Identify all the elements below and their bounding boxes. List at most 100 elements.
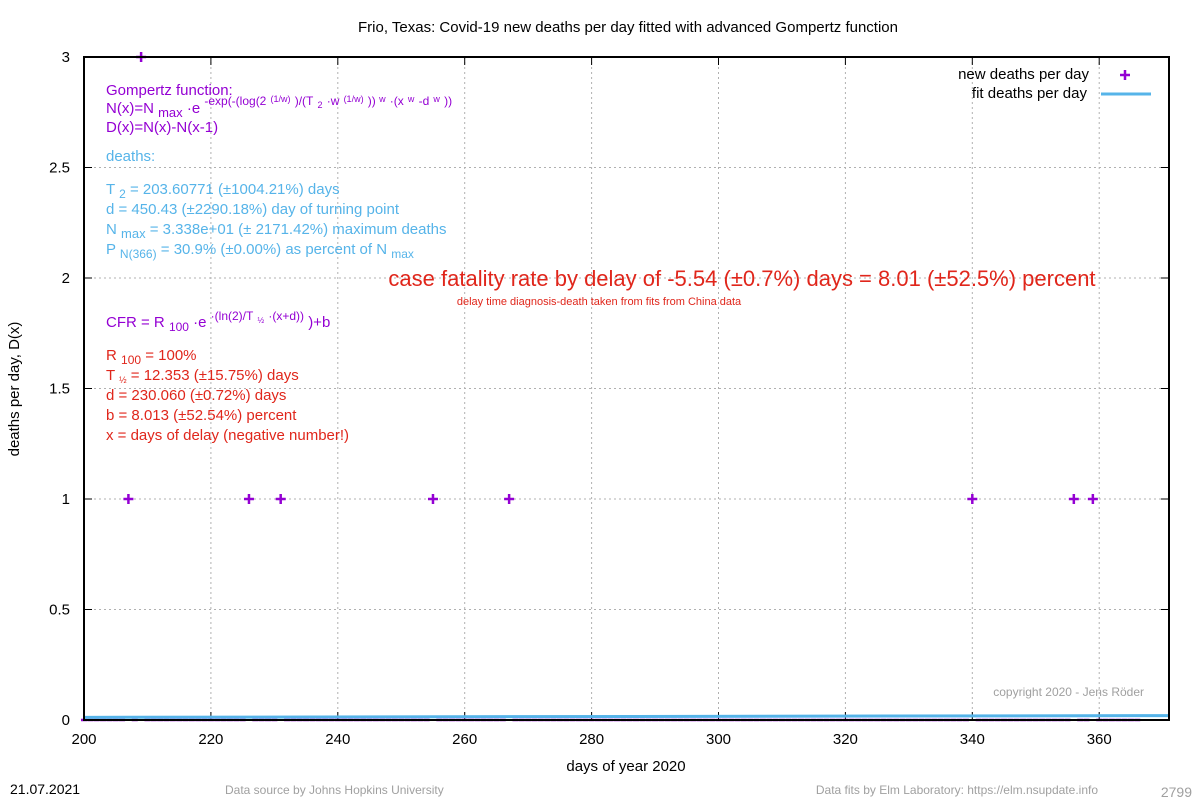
gompertz-n-exp-j: w <box>407 94 415 104</box>
thalf-line: T ½ = 12.353 (±15.75%) days <box>106 367 299 387</box>
gompertz-n-dot: ·e <box>187 100 200 117</box>
y-tick-label: 1 <box>62 491 70 508</box>
cfr-parameters: R 100 = 100% T ½ = 12.353 (±15.75%) days… <box>106 347 349 444</box>
b-line: b = 8.013 (±52.54%) percent <box>106 407 297 424</box>
y-axis-ticks: 0 0.5 1 1.5 2 2.5 3 <box>49 49 1169 729</box>
d2-line: d = 230.060 (±0.72%) days <box>106 387 286 404</box>
cfr-formula-a: CFR = R <box>106 314 165 331</box>
gompertz-annotation: Gompertz function: N(x)=N max ·e -exp(-(… <box>106 82 452 136</box>
cfr-formula-e: ½ <box>258 316 265 325</box>
footer-source: Data source by Johns Hopkins University <box>225 783 444 797</box>
x-tick-label: 320 <box>833 731 858 748</box>
gompertz-n-exp-k: -d <box>419 94 430 108</box>
cfr-formula: CFR = R 100 ·e ·(ln(2)/T ½ ·(x+d)) )+b <box>106 307 330 335</box>
data-point <box>243 494 254 504</box>
y-tick-label: 1.5 <box>49 381 70 398</box>
t2-main: T <box>106 181 115 198</box>
gompertz-n-exp-a: -exp(-(log(2 <box>204 94 266 108</box>
y-tick-label: 0.5 <box>49 602 70 619</box>
x-tick-label: 200 <box>71 731 96 748</box>
nmax-main: N <box>106 221 117 238</box>
r100-sub: 100 <box>121 353 141 367</box>
deaths-heading: deaths: <box>106 148 155 165</box>
p-rest: = 30.9% (±0.00%) as percent of N <box>161 241 387 258</box>
nmax-rest: = 3.338e+01 (± 2171.42%) maximum deaths <box>150 221 447 238</box>
chart-title: Frio, Texas: Covid-19 new deaths per day… <box>358 19 898 36</box>
gompertz-n-exp-i: ·(x <box>390 94 404 108</box>
gompertz-n-exp-d: 2 <box>318 100 323 110</box>
data-point <box>123 494 134 504</box>
x-axis-ticks: 200 220 240 260 280 300 320 340 360 <box>71 57 1112 748</box>
gompertz-d-formula: D(x)=N(x)-N(x-1) <box>106 119 218 136</box>
gompertz-n-exp-e: ·w <box>327 94 340 108</box>
cfr-formula-d: ·(ln(2)/T <box>211 309 254 323</box>
y-tick-label: 2 <box>62 270 70 287</box>
footer-date: 21.07.2021 <box>10 781 80 797</box>
deaths-annotation: deaths: T 2 = 203.60771 (±1004.21%) days… <box>106 148 447 262</box>
plot-frame <box>83 56 1170 721</box>
fit-line-group <box>83 714 1170 719</box>
gompertz-n-exp-l: w <box>432 94 440 104</box>
percent-line: P N(366) = 30.9% (±0.00%) as percent of … <box>106 241 414 262</box>
gompertz-n-exp-c: )/(T <box>295 94 314 108</box>
gompertz-n-exp-m: )) <box>444 94 452 108</box>
r100-line: R 100 = 100% <box>106 347 197 368</box>
legend-label-new-deaths: new deaths per day <box>958 66 1089 83</box>
p-sub: N(366) <box>120 247 157 261</box>
t2-line: T 2 = 203.60771 (±1004.21%) days <box>106 181 340 202</box>
x-tick-label: 260 <box>452 731 477 748</box>
data-point <box>1068 494 1079 504</box>
cfr-formula-f: ·(x+d)) <box>268 309 304 323</box>
thalf-main: T <box>106 367 115 384</box>
x-line: x = days of delay (negative number!) <box>106 427 349 444</box>
footer-number: 2799 <box>1161 784 1192 800</box>
r100-rest: = 100% <box>145 347 196 364</box>
data-point <box>427 494 438 504</box>
y-tick-label: 0 <box>62 712 70 729</box>
cfr-formula-c: ·e <box>193 314 206 331</box>
gompertz-n-main: N(x)=N <box>106 100 154 117</box>
y-tick-label: 2.5 <box>49 160 70 177</box>
gompertz-heading: Gompertz function: <box>106 82 233 99</box>
t2-rest: = 203.60771 (±1004.21%) days <box>130 181 340 198</box>
nmax-sub: max <box>121 226 146 241</box>
grid <box>84 57 1169 720</box>
data-point <box>275 494 286 504</box>
data-point <box>1087 494 1098 504</box>
x-tick-label: 220 <box>198 731 223 748</box>
gompertz-n-exp-f: (1/w) <box>344 94 364 104</box>
data-point <box>504 494 515 504</box>
t2-sub: 2 <box>119 187 126 201</box>
x-tick-label: 280 <box>579 731 604 748</box>
turning-point-line: d = 450.43 (±2290.18%) day of turning po… <box>106 201 400 218</box>
thalf-rest: = 12.353 (±15.75%) days <box>131 367 299 384</box>
x-tick-label: 340 <box>960 731 985 748</box>
gompertz-n-sub: max <box>158 105 183 120</box>
r100-main: R <box>106 347 117 364</box>
p-main: P <box>106 241 116 258</box>
x-tick-label: 300 <box>706 731 731 748</box>
gompertz-n-exp-b: (1/w) <box>271 94 291 104</box>
thalf-sub: ½ <box>119 375 127 385</box>
y-axis-label: deaths per day, D(x) <box>6 322 23 457</box>
nmax-line: N max = 3.338e+01 (± 2171.42%) maximum d… <box>106 221 447 242</box>
legend-marker-new-deaths <box>1120 70 1130 80</box>
cfr-subnote: delay time diagnosis-death taken from fi… <box>457 296 742 308</box>
fit-line <box>83 714 1170 719</box>
x-tick-label: 360 <box>1087 731 1112 748</box>
x-tick-label: 240 <box>325 731 350 748</box>
cfr-formula-b: 100 <box>169 320 189 334</box>
p-sub2: max <box>391 247 414 261</box>
x-axis-label: days of year 2020 <box>566 758 685 775</box>
legend: new deaths per day fit deaths per day <box>958 66 1151 102</box>
y-tick-label: 3 <box>62 49 70 66</box>
gompertz-n-exp-g: )) <box>368 94 379 108</box>
legend-label-fit-deaths: fit deaths per day <box>972 85 1088 102</box>
cfr-headline: case fatality rate by delay of -5.54 (±0… <box>388 266 1095 291</box>
copyright: copyright 2020 - Jens Röder <box>993 685 1144 699</box>
gompertz-n-formula: N(x)=N max ·e -exp(-(log(2 (1/w) )/(T 2 … <box>106 89 452 121</box>
footer-fits: Data fits by Elm Laboratory: https://elm… <box>816 783 1098 797</box>
cfr-formula-g: )+b <box>308 314 330 331</box>
data-point <box>967 494 978 504</box>
